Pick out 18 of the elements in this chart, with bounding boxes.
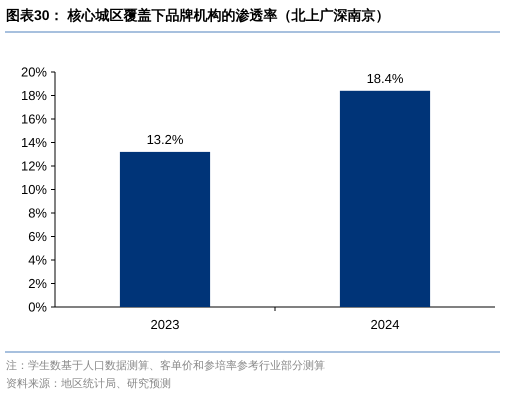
y-tick-label: 20% — [20, 64, 48, 80]
y-tick-label: 8% — [28, 206, 48, 220]
y-tick-label: 2% — [28, 276, 48, 291]
data-label: 13.2% — [146, 132, 184, 147]
y-tick-label: 12% — [20, 158, 48, 174]
x-tick-label: 2023 — [150, 317, 180, 332]
y-tick-label: 4% — [28, 252, 48, 268]
text: 资料来源：地区统计局、研究预测 — [6, 377, 171, 390]
y-tick-label: 16% — [20, 112, 48, 126]
y-tick-label: 6% — [28, 229, 48, 244]
y-tick-label: 0% — [28, 300, 48, 314]
y-tick-label: 10% — [20, 182, 48, 197]
y-tick-label: 18% — [20, 88, 48, 103]
data-label: 18.4% — [366, 70, 404, 86]
y-tick-label: 14% — [20, 135, 48, 150]
x-tick-label: 2024 — [370, 317, 400, 332]
chart-title: 图表30： 核心城区覆盖下品牌机构的渗透率（北上广深南京） — [6, 7, 390, 23]
text: 注：学生数基于人口数据测算、客单价和参培率参考行业部分测算 — [6, 359, 325, 372]
